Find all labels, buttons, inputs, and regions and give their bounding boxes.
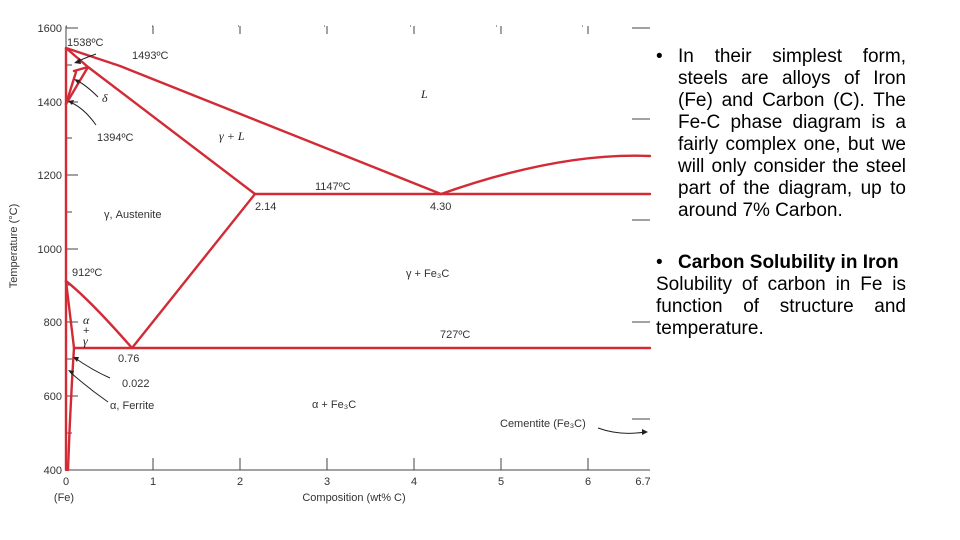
y-tick-label: 400 bbox=[44, 465, 62, 477]
solidus-line bbox=[86, 65, 257, 196]
acm-line bbox=[130, 192, 257, 350]
y-tick-label: 1600 bbox=[38, 23, 62, 35]
y-tick-label: 1200 bbox=[38, 170, 62, 182]
y-tick-label: 600 bbox=[44, 391, 62, 403]
label-gamma-plus-liquid: γ + L bbox=[219, 129, 245, 143]
label-ferrite: α, Ferrite bbox=[110, 400, 154, 412]
x-origin-label: (Fe) bbox=[54, 492, 74, 504]
y-tick-label: 800 bbox=[44, 317, 62, 329]
ferrite-solvus bbox=[66, 346, 76, 472]
bullet-heading-solubility: Carbon Solubility in Iron bbox=[678, 252, 899, 273]
x-axis-title: Composition (wt% C) bbox=[302, 492, 405, 504]
label-0-022: 0.022 bbox=[122, 378, 150, 390]
bullet-point-2: • Carbon Solubility in Iron bbox=[656, 252, 906, 274]
y-tick-label: 1000 bbox=[38, 244, 62, 256]
a3-curve bbox=[64, 279, 134, 350]
x-tick-label: 0 bbox=[63, 476, 69, 488]
x-tick-label: 6.7 bbox=[635, 476, 650, 488]
x-ticks bbox=[152, 26, 589, 470]
label-delta: δ bbox=[102, 91, 108, 105]
label-gamma: γ bbox=[83, 334, 88, 348]
label-1493: 1493ºC bbox=[132, 50, 168, 62]
fe-c-phase-diagram: 1600 1400 1200 1000 800 600 400 0 1 2 3 … bbox=[8, 23, 652, 504]
label-alpha: α bbox=[83, 313, 90, 327]
label-4-30: 4.30 bbox=[430, 201, 451, 213]
liquidus-delta-line bbox=[64, 46, 90, 69]
label-1538: 1538ºC bbox=[67, 37, 103, 49]
alpha-gamma-boundary bbox=[64, 279, 76, 350]
label-gamma-fe3c: γ + Fe₃C bbox=[406, 268, 449, 280]
label-2-14: 2.14 bbox=[255, 201, 276, 213]
leader-arrows bbox=[69, 53, 646, 434]
label-alpha-fe3c: α + Fe₃C bbox=[312, 399, 356, 411]
label-727: 727ºC bbox=[440, 329, 470, 341]
liquidus-hypereutectic-curve bbox=[439, 154, 652, 196]
x-tick-label: 3 bbox=[324, 476, 330, 488]
bullet-point-1: • In their simplest form, steels are all… bbox=[656, 46, 906, 222]
delta-gamma-line bbox=[64, 65, 90, 106]
bullet-text-intro: In their simplest form, steels are alloy… bbox=[678, 46, 906, 221]
label-cementite: Cementite (Fe₃C) bbox=[500, 418, 586, 430]
liquidus-line bbox=[64, 46, 443, 196]
label-austenite: γ, Austenite bbox=[104, 209, 161, 221]
label-912: 912ºC bbox=[72, 267, 102, 279]
x-tick-label: 1 bbox=[150, 476, 156, 488]
arrowheads bbox=[68, 58, 648, 435]
x-tick-label: 6 bbox=[585, 476, 591, 488]
phase-boundaries bbox=[64, 46, 652, 472]
y-tick-label: 1400 bbox=[38, 97, 62, 109]
bullet-marker: • bbox=[656, 46, 663, 67]
label-plus: + bbox=[83, 325, 89, 337]
x-tick-label: 5 bbox=[498, 476, 504, 488]
explanation-text: • In their simplest form, steels are all… bbox=[656, 46, 906, 340]
right-ticks bbox=[632, 27, 650, 420]
y-axis-title: Temperature (°C) bbox=[8, 204, 20, 288]
label-1394: 1394ºC bbox=[97, 132, 133, 144]
solubility-paragraph: Solubility of carbon in Fe is function o… bbox=[656, 274, 906, 339]
bullet-marker: • bbox=[656, 252, 663, 273]
peritectic-line bbox=[72, 65, 90, 73]
label-liquid: L bbox=[420, 87, 428, 101]
delta-lower-line bbox=[64, 70, 78, 106]
x-tick-label: 2 bbox=[237, 476, 243, 488]
x-tick-label: 4 bbox=[411, 476, 417, 488]
label-0-76: 0.76 bbox=[118, 353, 139, 365]
label-1147: 1147ºC bbox=[315, 181, 351, 193]
